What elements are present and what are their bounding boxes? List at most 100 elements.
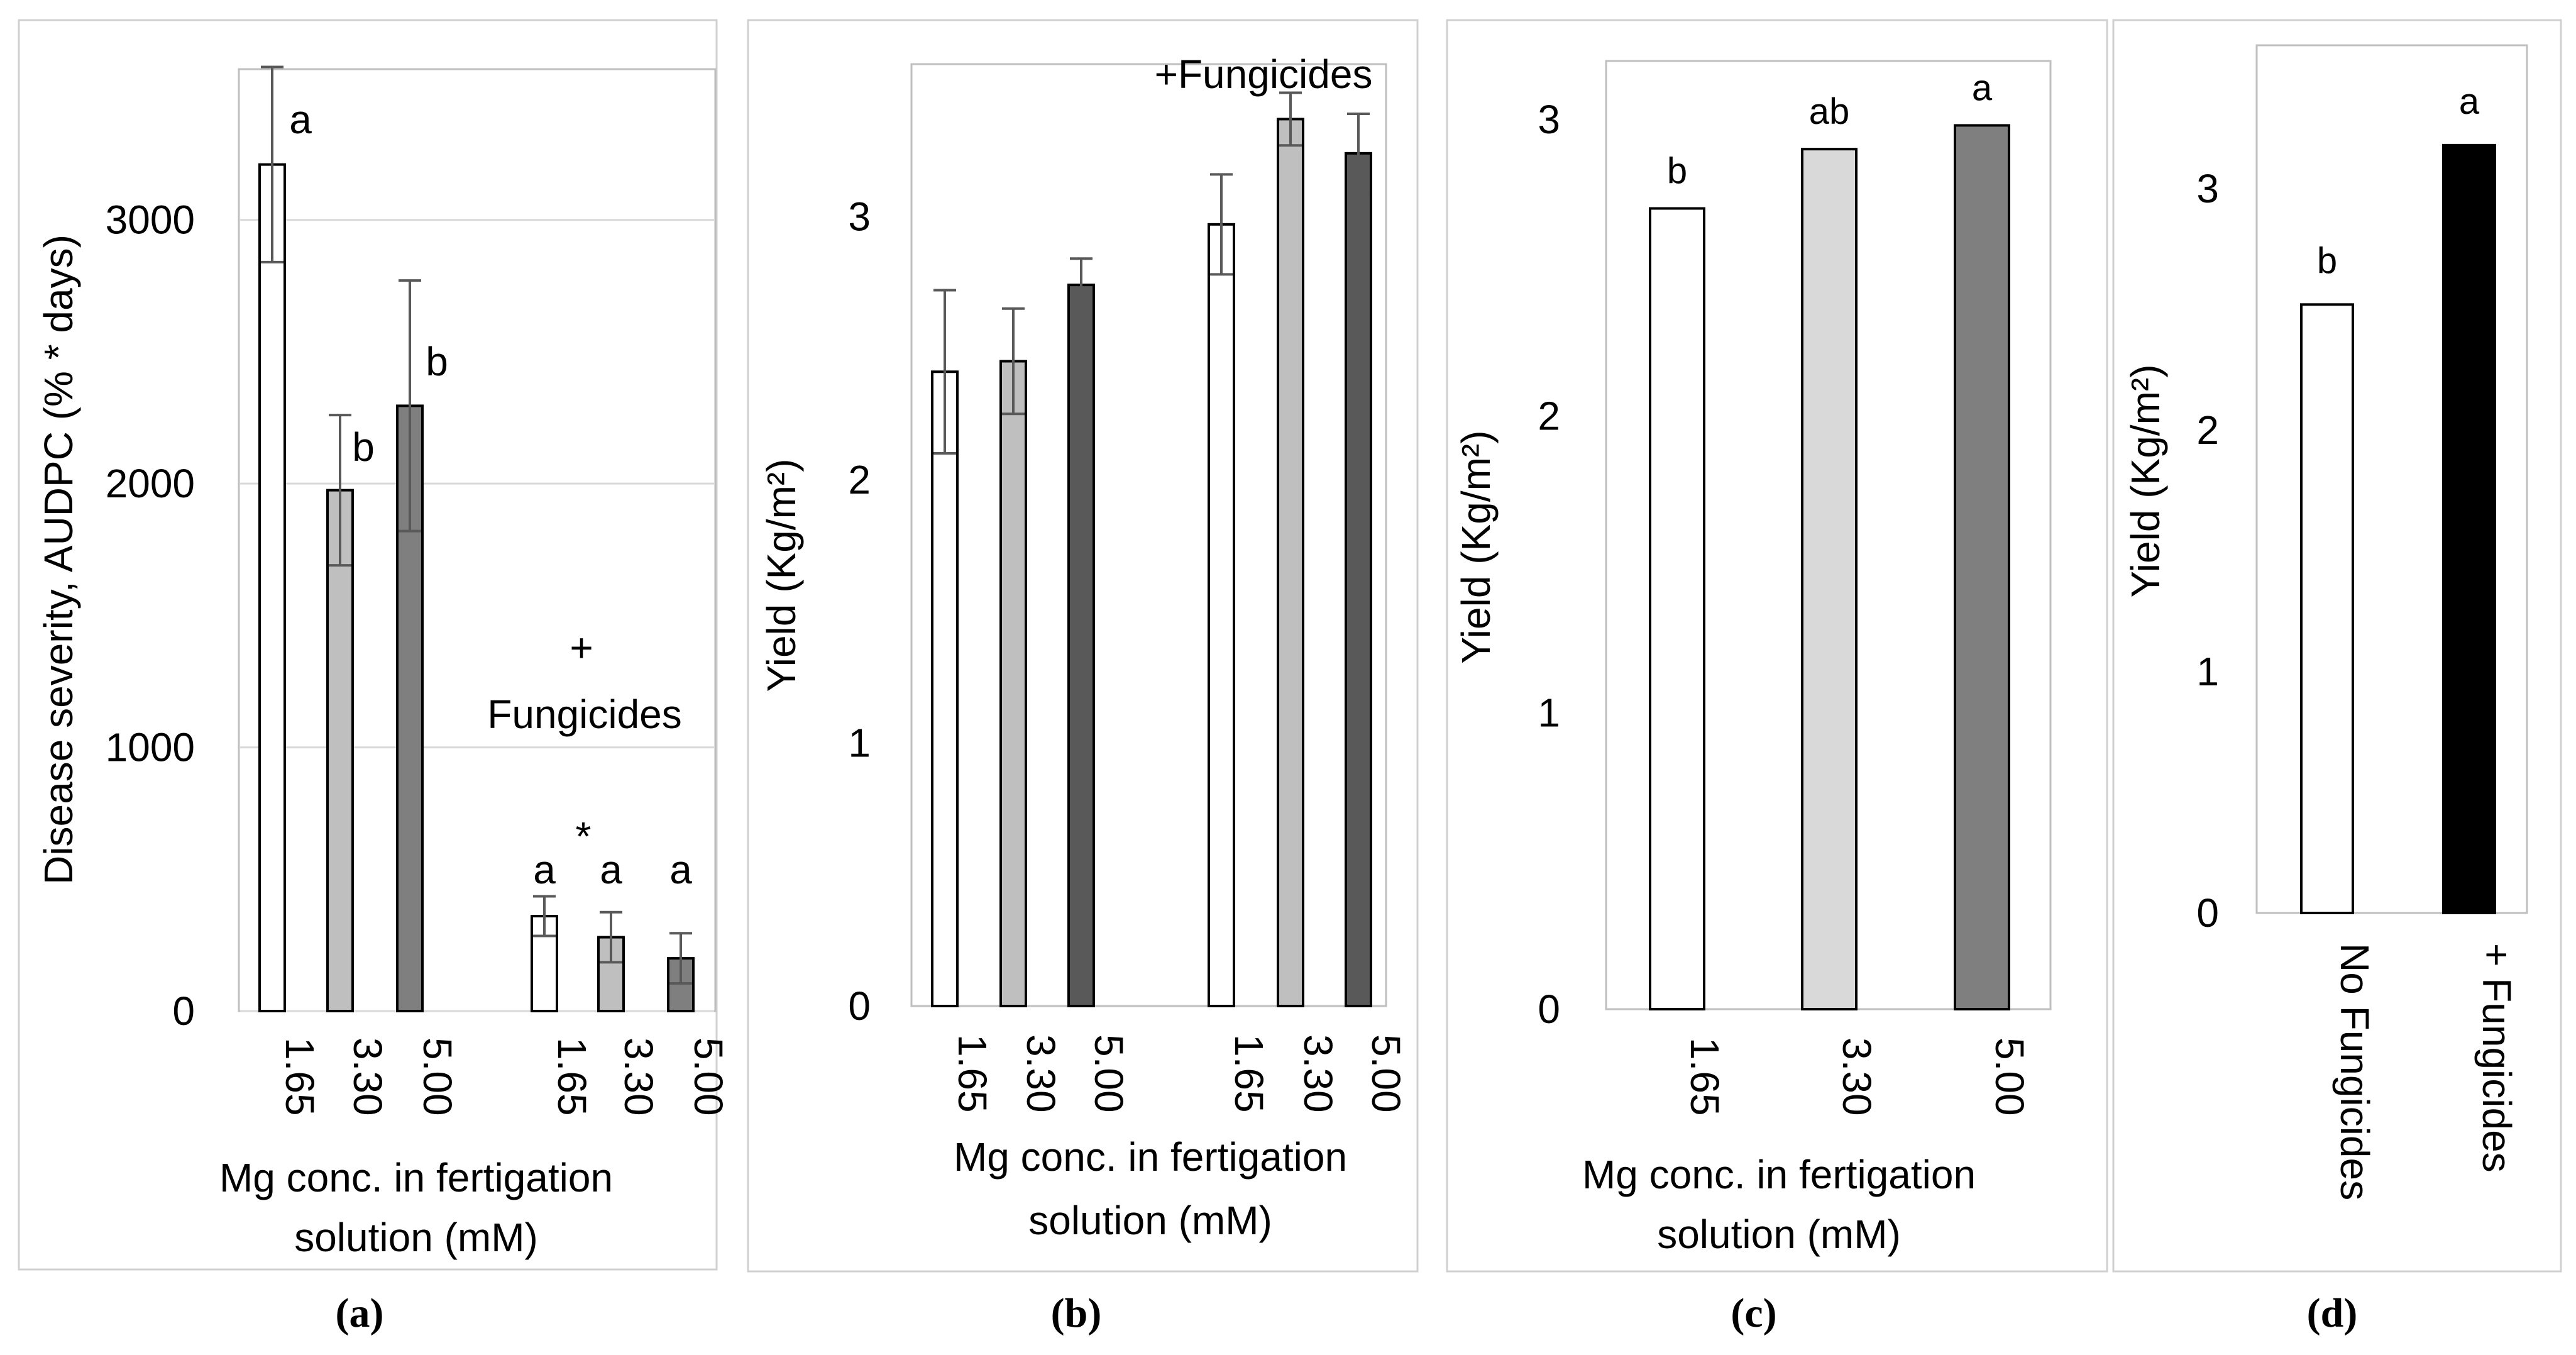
panel-c-bar-1	[1801, 148, 1858, 1011]
panel-c-significance-letter-2: a	[1972, 67, 1993, 108]
panel-a-gridlines	[240, 219, 714, 1012]
d-y-tick-label-2: 2	[2196, 407, 2219, 453]
panel-a-plot-area	[238, 68, 717, 1012]
panel-d-bars: ba	[2300, 81, 2496, 914]
panel-c-bar-0	[1649, 207, 1705, 1010]
panel-c-x-axis-label-line1: Mg conc. in fertigation	[1582, 1152, 1976, 1197]
panel-b-x-tick-label-0: 1.65	[950, 1034, 995, 1113]
panel-a-significance-letter-4: a	[600, 847, 622, 892]
panel-d-significance-letter-1: a	[2459, 81, 2480, 122]
d-y-tick-label-1: 1	[2196, 649, 2219, 694]
panel-a-caption: (a)	[336, 1290, 384, 1336]
panel-a-x-tick-label-1: 3.30	[345, 1037, 390, 1116]
panel-b-bars	[931, 91, 1372, 1008]
c-y-tick-label-2: 2	[1538, 394, 1560, 439]
c-y-tick-label-3: 3	[1538, 97, 1560, 142]
panel-b-x-tick-label-4: 3.30	[1296, 1034, 1341, 1113]
panel-d-x-tick-label-0: No Fungicides	[2332, 943, 2377, 1200]
panel-a-y-axis-label: Disease severity, AUDPC (% * days)	[36, 235, 81, 885]
panel-c-bars: b ab a	[1649, 67, 2010, 1011]
panel-a-bar-3	[531, 915, 558, 1013]
panel-b-bar-2	[1067, 284, 1095, 1008]
panel-b-bar-5	[1345, 152, 1372, 1007]
a-y-tick-label-2: 2000	[106, 461, 195, 506]
d-y-tick-label-0: 0	[2196, 890, 2219, 936]
panel-a-x-tick-label-5: 5.00	[686, 1037, 731, 1116]
panel-c-significance-letter-0: b	[1667, 151, 1687, 192]
panel-a-significance-star: *	[576, 814, 592, 859]
panel-d-bar-0	[2300, 303, 2354, 914]
b-y-tick-label-0: 0	[848, 983, 871, 1029]
panel-c-x-tick-label-0: 1.65	[1682, 1037, 1727, 1116]
panel-b-bar-4	[1277, 118, 1304, 1007]
b-y-tick-label-3: 3	[848, 194, 871, 239]
panel-a-bar-1	[326, 489, 354, 1012]
panel-b-bar-0	[931, 370, 959, 1007]
panel-a-significance-letter-5: a	[669, 847, 692, 892]
panel-b-x-tick-label-2: 5.00	[1086, 1034, 1131, 1113]
panel-d-significance-letter-0: b	[2317, 240, 2337, 281]
panel-b-bar-3	[1208, 223, 1235, 1007]
panel-d-y-axis-label: Yield (Kg/m²)	[2123, 364, 2168, 597]
panel-b-x-axis-label-line1: Mg conc. in fertigation	[954, 1134, 1347, 1180]
panel-a-x-ticks: 1.65 3.30 5.00 1.65 3.30 5.00	[277, 1037, 731, 1116]
panel-d-plot-area	[2255, 44, 2528, 914]
panel-a-x-tick-label-2: 5.00	[415, 1037, 460, 1116]
panel-c-caption: (c)	[1731, 1290, 1776, 1336]
panel-c-significance-letter-1: ab	[1809, 91, 1850, 132]
panel-a-significance-letter-1: b	[352, 424, 375, 470]
panel-a-frame	[18, 19, 718, 1271]
panel-b-y-axis-label: Yield (Kg/m²)	[759, 458, 804, 692]
c-y-tick-label-0: 0	[1538, 987, 1560, 1032]
panel-c-y-axis-label: Yield (Kg/m²)	[1453, 430, 1499, 663]
panel-a-x-axis-label-line2: solution (mM)	[294, 1215, 538, 1260]
c-y-tick-label-1: 1	[1538, 690, 1560, 735]
panel-a-annotation-fungicides: Fungicides	[487, 692, 682, 737]
panel-d-x-tick-label-1: + Fungicides	[2474, 943, 2519, 1173]
panel-b-x-tick-label-5: 5.00	[1363, 1034, 1409, 1113]
panel-b-annotation-fungicides: +Fungicides	[1155, 52, 1373, 97]
b-y-tick-label-2: 2	[848, 457, 871, 502]
panel-c-x-tick-label-2: 5.00	[1987, 1037, 2032, 1116]
panel-a-x-tick-label-4: 3.30	[616, 1037, 661, 1116]
a-y-tick-label-1: 1000	[106, 725, 195, 770]
panel-b-x-tick-label-1: 3.30	[1018, 1034, 1064, 1113]
panel-b-frame	[747, 19, 1419, 1273]
panel-c-x-ticks: 1.65 3.30 5.00	[1682, 1037, 2032, 1116]
panel-a-bar-0	[258, 163, 286, 1012]
panel-a-significance-letter-3: a	[533, 847, 556, 892]
panel-b-y-ticks: 0 1 2 3	[848, 194, 871, 1029]
panel-a-annotation-plus: +	[570, 625, 593, 670]
d-y-tick-label-3: 3	[2196, 166, 2219, 211]
a-y-tick-label-3: 3000	[106, 197, 195, 243]
panel-b-plot-area	[910, 63, 1387, 1007]
panel-a-significance-letter-0: a	[289, 97, 312, 142]
panel-d-frame	[2112, 19, 2562, 1273]
panel-a-x-axis-label-line1: Mg conc. in fertigation	[219, 1155, 613, 1200]
a-y-tick-label-0: 0	[172, 988, 195, 1034]
panel-c-frame	[1446, 19, 2108, 1273]
panel-c-y-ticks: 0 1 2 3	[1538, 97, 1560, 1032]
panel-c-bar-2	[1954, 124, 2010, 1010]
panel-b-x-axis-label-line2: solution (mM)	[1028, 1198, 1272, 1243]
b-y-tick-label-1: 1	[848, 720, 871, 765]
panel-a-significance-letter-2: b	[426, 339, 448, 384]
panel-c-x-tick-label-1: 3.30	[1834, 1037, 1880, 1116]
panel-c: 0 1 2 3 b ab a 1.65 3.30 5.00 Yield (Kg/m²) Mg …	[1446, 19, 2108, 1336]
panel-c-x-axis-label-line2: solution (mM)	[1657, 1212, 1901, 1257]
panel-b-bar-1	[999, 360, 1027, 1007]
panel-d-y-ticks: 0 1 2 3	[2196, 166, 2219, 936]
panel-b-x-ticks: 1.65 3.30 5.00 1.65 3.30 5.00	[950, 1034, 1409, 1113]
panel-d-bar-1	[2442, 143, 2496, 914]
panel-b-caption: (b)	[1051, 1290, 1102, 1336]
panel-b: 0 1 2 3 1.65 3.30 5.00 1.65 3.30 5.00 Yield (Kg/…	[747, 19, 1419, 1336]
panel-d-caption: (d)	[2307, 1290, 2358, 1336]
panel-a-x-tick-label-0: 1.65	[277, 1037, 322, 1116]
panel-a-x-tick-label-3: 1.65	[549, 1037, 595, 1116]
panel-d-x-ticks: No Fungicides + Fungicides	[2332, 943, 2519, 1200]
panel-b-x-tick-label-3: 1.65	[1226, 1034, 1272, 1113]
